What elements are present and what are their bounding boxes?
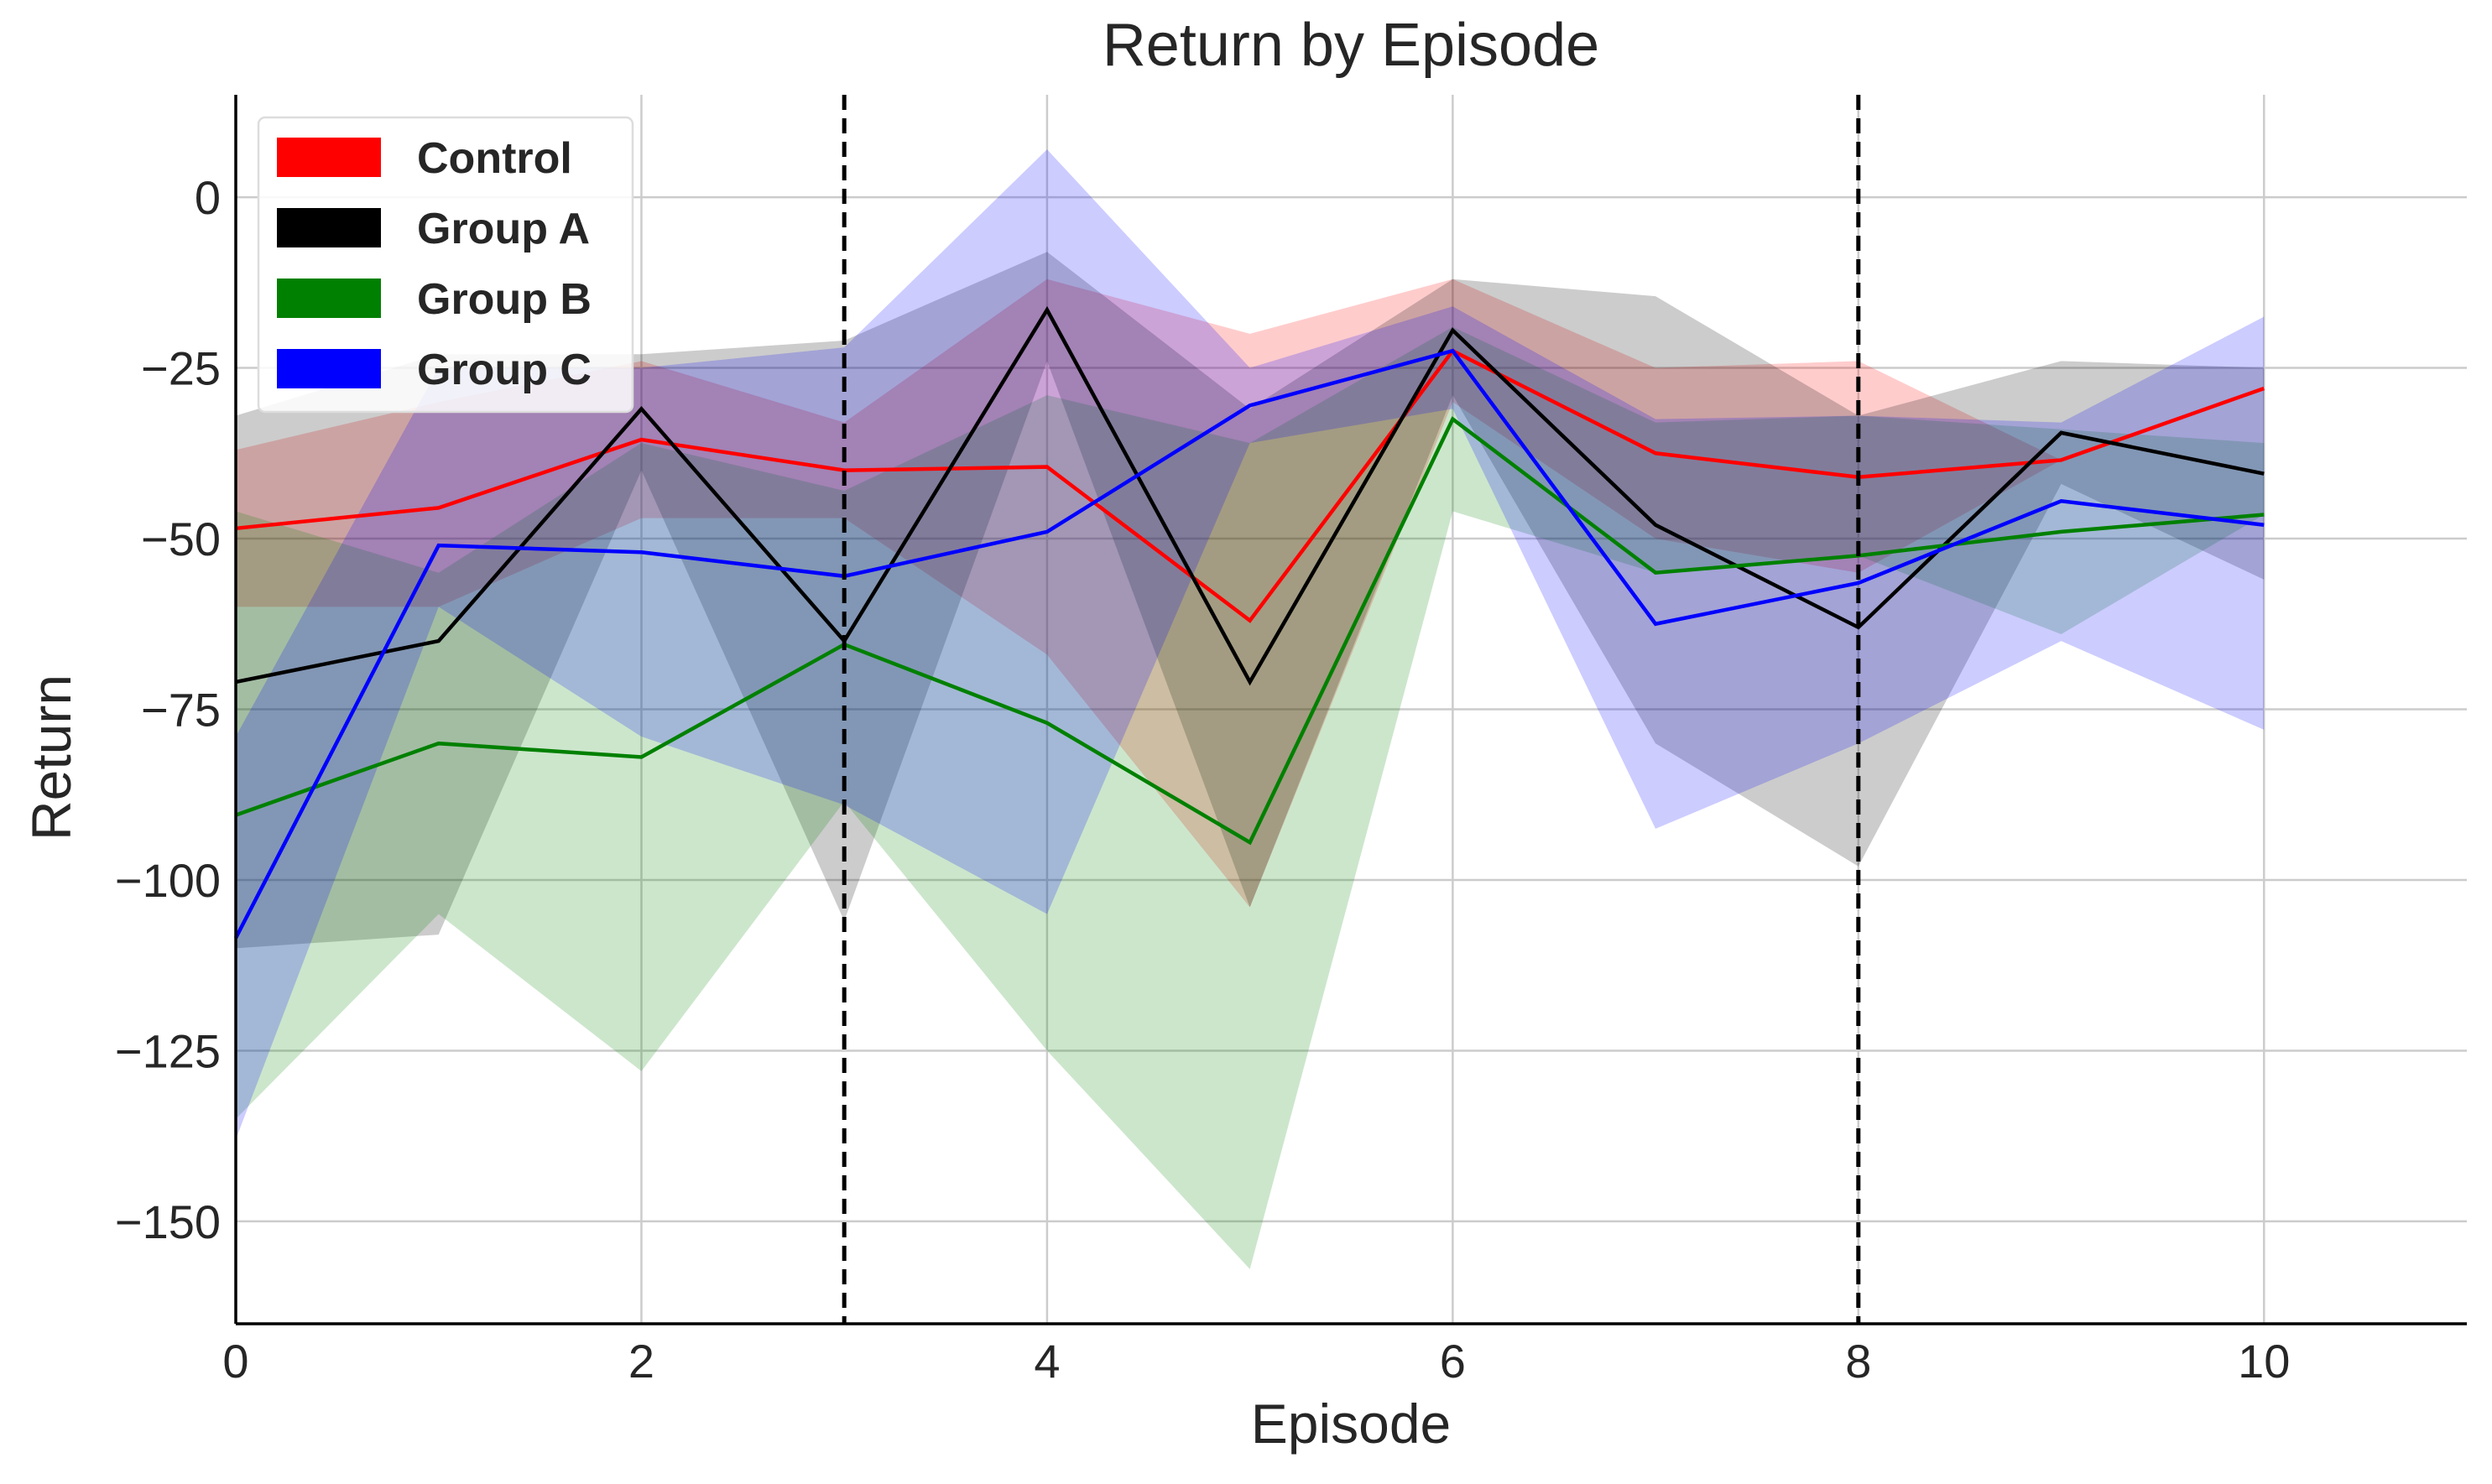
legend-label-group-c: Group C — [417, 346, 592, 394]
series-line-group-a — [235, 305, 2265, 686]
legend-swatch-group-a — [277, 208, 381, 247]
series-line-group-b — [235, 416, 2265, 846]
band-group-a — [236, 252, 2265, 949]
legend-swatch-group-b — [277, 279, 381, 318]
tick-labels: 0 2 4 6 8 10 0 −25 −50 −75 −100 −125 −150 — [115, 171, 2291, 1388]
axes — [234, 95, 2467, 1325]
x-tick-label: 10 — [2238, 1335, 2290, 1388]
y-axis-label: Return — [20, 674, 82, 841]
chart-title: Return by Episode — [1103, 12, 1599, 79]
y-tick-label: −125 — [115, 1024, 221, 1077]
series-lines — [234, 305, 2265, 940]
y-tick-label: −50 — [141, 513, 221, 565]
band-group-c — [236, 149, 2265, 1140]
x-tick-label: 0 — [222, 1335, 248, 1388]
series-line-group-c — [234, 348, 2265, 940]
series-line-control — [235, 348, 2265, 623]
band-control — [236, 279, 2265, 908]
legend-label-group-a: Group A — [417, 205, 590, 253]
x-axis-label: Episode — [1251, 1393, 1452, 1455]
y-tick-label: −25 — [141, 342, 221, 395]
x-tick-label: 4 — [1034, 1335, 1060, 1388]
legend-box — [257, 116, 634, 414]
y-tick-label: −150 — [115, 1195, 221, 1248]
legend: Control Group A Group B Group C — [257, 116, 634, 414]
y-tick-label: −100 — [115, 854, 221, 907]
legend-label-control: Control — [417, 134, 572, 183]
legend-swatch-control — [277, 138, 381, 177]
x-tick-label: 6 — [1440, 1335, 1466, 1388]
legend-swatch-group-c — [277, 349, 381, 388]
legend-label-group-b: Group B — [417, 275, 592, 324]
x-tick-label: 8 — [1845, 1335, 1871, 1388]
y-tick-label: 0 — [195, 171, 221, 224]
y-tick-label: −75 — [141, 684, 221, 737]
vertical-markers — [842, 95, 1861, 1324]
x-tick-label: 2 — [628, 1335, 654, 1388]
